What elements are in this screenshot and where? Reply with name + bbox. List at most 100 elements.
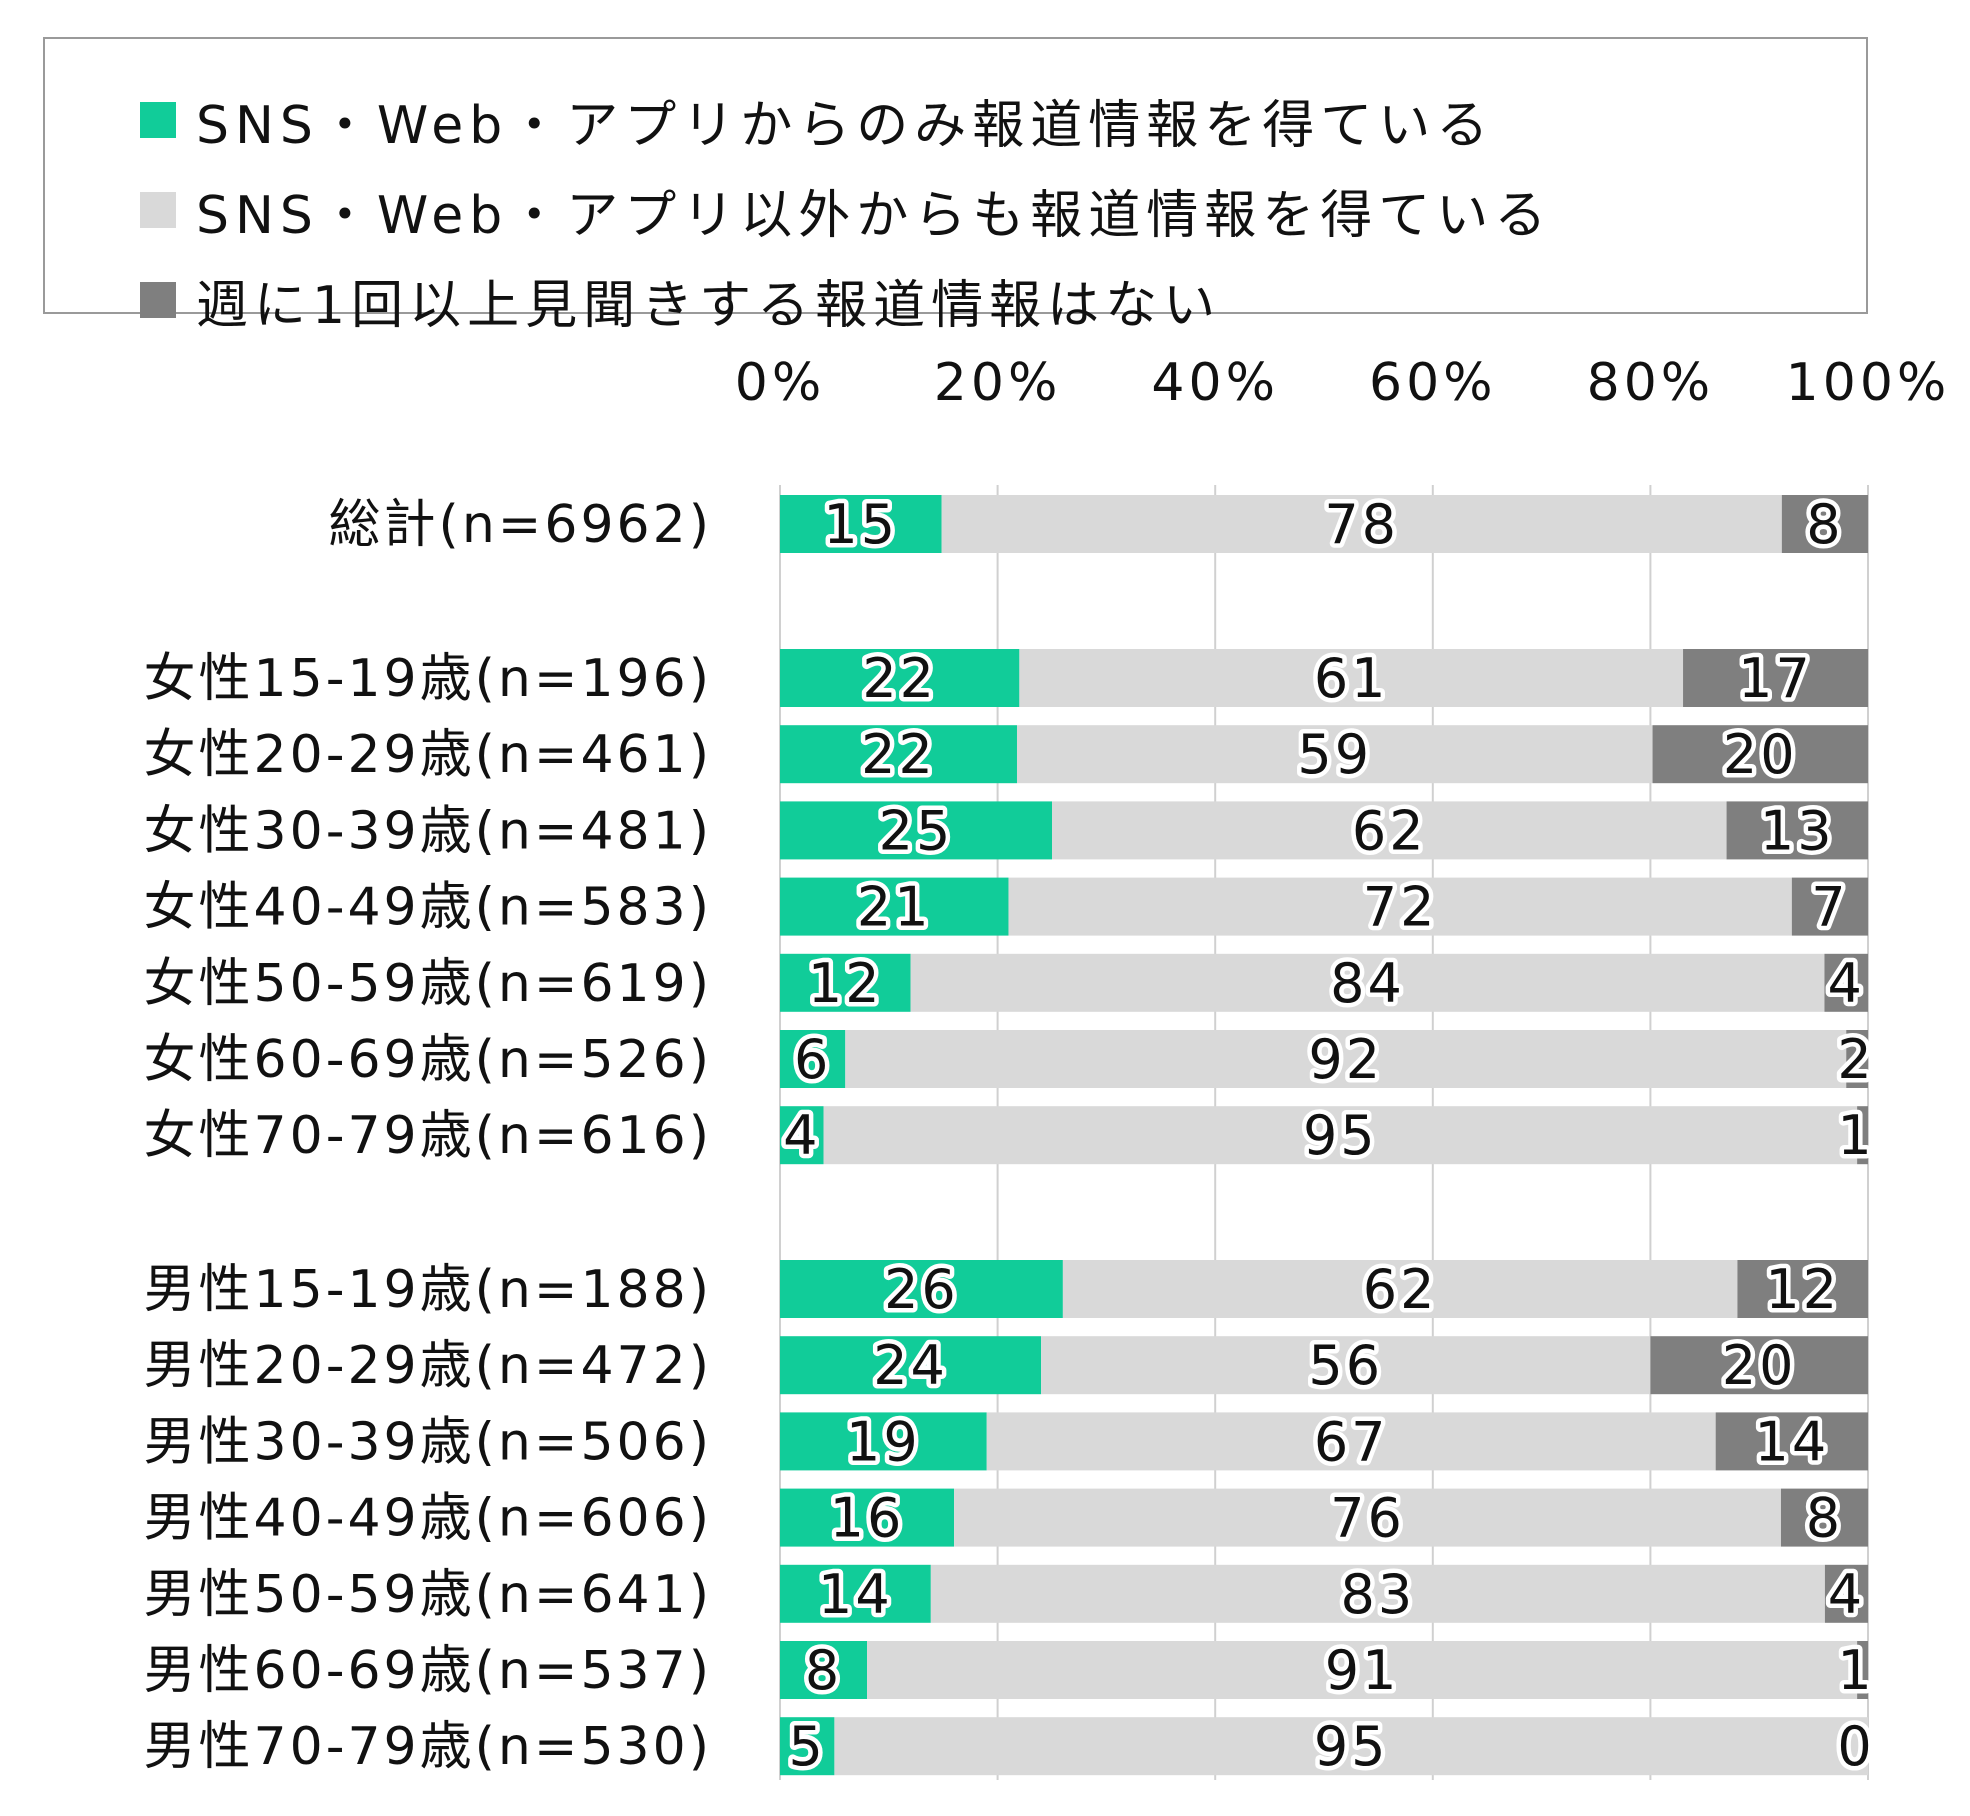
data-label: 14 — [818, 1563, 893, 1626]
data-label: 20 — [1722, 1334, 1797, 1397]
data-label: 16 — [830, 1487, 905, 1550]
category-label: 男性60-69歳(n=537) — [144, 1641, 712, 1701]
bar-segment — [780, 495, 942, 553]
category-label: 男性40-49歳(n=606) — [144, 1489, 712, 1549]
data-label: 15 — [823, 493, 898, 556]
data-label: 62 — [1352, 799, 1427, 862]
data-label: 92 — [1308, 1028, 1383, 1091]
data-label: 19 — [846, 1410, 921, 1473]
data-label: 78 — [1324, 493, 1399, 556]
bar-segment — [1041, 1336, 1651, 1395]
bar-segment — [1824, 953, 1868, 1012]
bar-segment — [1737, 1260, 1868, 1318]
category-label: 女性20-29歳(n=461) — [144, 725, 712, 785]
data-label: 0 — [1837, 1715, 1874, 1778]
bar-segment — [867, 1641, 1858, 1699]
data-label: 1 — [1837, 1104, 1874, 1167]
legend-item-none: 週に1回以上見聞きする報道情報はない — [140, 255, 1221, 345]
bar-segment — [780, 1336, 1042, 1395]
legend-swatch-sns-only — [140, 102, 176, 138]
bar-segment — [845, 1030, 1847, 1088]
bar-segment — [780, 953, 911, 1012]
bar-segment — [1726, 801, 1868, 860]
data-label: 95 — [1314, 1715, 1389, 1778]
data-label: 6 — [794, 1028, 831, 1091]
legend-swatch-none — [140, 282, 176, 318]
bar-segment — [1857, 1641, 1868, 1699]
data-label: 8 — [805, 1639, 842, 1702]
legend-label-also-other: SNS・Web・アプリ以外からも報道情報を得ている — [196, 185, 1553, 246]
data-label: 91 — [1325, 1639, 1400, 1702]
data-label: 84 — [1330, 952, 1405, 1015]
bar-segment — [941, 495, 1782, 553]
data-label: 24 — [873, 1334, 948, 1397]
bar-segment — [1791, 877, 1868, 936]
x-tick-label: 0% — [735, 353, 826, 413]
data-label: 12 — [808, 952, 883, 1015]
x-tick-label: 20% — [934, 353, 1062, 413]
bar-segment — [986, 1412, 1716, 1471]
data-label: 26 — [884, 1258, 959, 1321]
data-label: 4 — [783, 1104, 820, 1167]
category-label: 総計(n=6962) — [329, 495, 712, 555]
data-label: 8 — [1806, 1487, 1843, 1550]
bar-segment — [1780, 1488, 1868, 1547]
category-label: 男性20-29歳(n=472) — [144, 1336, 712, 1396]
data-label: 67 — [1314, 1410, 1389, 1473]
category-label: 女性60-69歳(n=526) — [144, 1030, 712, 1090]
category-label: 男性70-79歳(n=530) — [144, 1717, 712, 1777]
legend-label-sns-only: SNS・Web・アプリからのみ報道情報を得ている — [196, 95, 1495, 156]
bar-segment — [780, 1030, 846, 1088]
data-label: 8 — [1806, 493, 1843, 556]
category-label: 女性50-59歳(n=619) — [144, 954, 712, 1014]
data-label: 56 — [1308, 1334, 1383, 1397]
bar-segment — [1650, 1336, 1868, 1395]
bar-segment — [1781, 495, 1868, 553]
data-label: 12 — [1765, 1258, 1840, 1321]
bar-segment — [1715, 1412, 1868, 1471]
category-label: 女性30-39歳(n=481) — [144, 801, 712, 861]
bar-segment — [780, 1717, 835, 1776]
bar-segment — [1019, 649, 1684, 707]
data-label: 83 — [1341, 1563, 1416, 1626]
bar-segment — [780, 1260, 1063, 1318]
data-label: 7 — [1811, 876, 1848, 939]
data-label: 25 — [879, 799, 954, 862]
category-label: 男性15-19歳(n=188) — [144, 1260, 712, 1320]
bar-segment — [1683, 649, 1868, 707]
bar-segment — [780, 1488, 955, 1547]
legend-swatch-also-other — [140, 192, 176, 228]
category-label: 男性30-39歳(n=506) — [144, 1412, 712, 1472]
data-label: 62 — [1363, 1258, 1438, 1321]
bar-segment — [834, 1717, 1868, 1776]
bar-segment — [823, 1106, 1858, 1165]
bar-segment — [1652, 725, 1868, 784]
x-tick-label: 40% — [1151, 353, 1279, 413]
data-label: 59 — [1297, 723, 1372, 786]
bar-segment — [930, 1564, 1825, 1623]
data-label: 76 — [1330, 1487, 1405, 1550]
bar-segment — [780, 801, 1052, 860]
data-label: 22 — [862, 647, 937, 710]
bar-segment — [1062, 1260, 1738, 1318]
x-tick-label: 80% — [1587, 353, 1715, 413]
category-label: 女性70-79歳(n=616) — [144, 1106, 712, 1166]
bar-segment — [780, 1106, 824, 1165]
bar-segment — [780, 649, 1020, 707]
data-label: 72 — [1363, 876, 1438, 939]
bar-segment — [780, 725, 1017, 784]
legend-item-also-other: SNS・Web・アプリ以外からも報道情報を得ている — [140, 165, 1552, 255]
data-label: 17 — [1738, 647, 1813, 710]
category-label: 女性40-49歳(n=583) — [144, 878, 712, 938]
legend-label-none: 週に1回以上見聞きする報道情報はない — [196, 275, 1222, 336]
data-label: 1 — [1837, 1639, 1874, 1702]
data-label: 2 — [1837, 1028, 1874, 1091]
data-label: 4 — [1828, 1563, 1865, 1626]
bar-segment — [780, 1564, 931, 1623]
data-label: 5 — [789, 1715, 826, 1778]
bar-segment — [1824, 1564, 1868, 1623]
x-tick-label: 100% — [1786, 353, 1951, 413]
data-label: 14 — [1754, 1410, 1829, 1473]
legend: SNS・Web・アプリからのみ報道情報を得ている SNS・Web・アプリ以外から… — [43, 37, 1868, 336]
